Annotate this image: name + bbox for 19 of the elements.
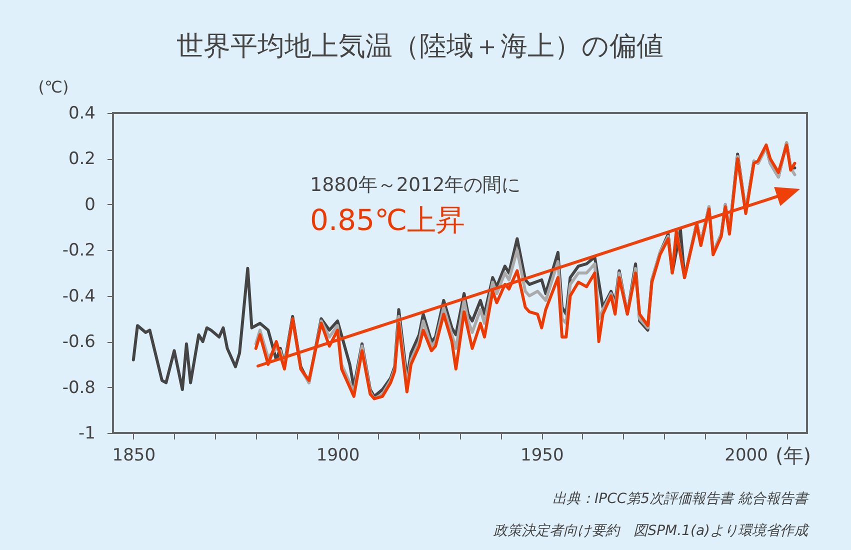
- x-axis-title: (年): [776, 444, 812, 468]
- y-axis-title: (℃): [38, 78, 69, 96]
- y-tick-label: -0.4: [62, 286, 96, 306]
- x-tick-label: 1900: [316, 446, 360, 466]
- annotation: 0.85℃上昇: [310, 203, 466, 237]
- x-tick-label: 1950: [520, 446, 564, 466]
- y-tick-label: 0: [84, 194, 96, 215]
- y-tick-label: -0.6: [62, 332, 96, 352]
- y-tick-label: -0.8: [62, 378, 96, 398]
- x-tick-label: 1850: [112, 446, 156, 466]
- annotation: 1880年～2012年の間に: [310, 174, 521, 196]
- y-tick-label: 0.2: [68, 149, 96, 170]
- chart-title: 世界平均地上気温（陸域＋海上）の偏値: [176, 31, 664, 62]
- y-tick-label: 0.4: [68, 104, 96, 124]
- y-tick-label: -0.2: [62, 240, 96, 261]
- x-tick-label: 2000: [724, 446, 768, 466]
- y-tick-label: -1: [78, 424, 96, 444]
- source-note: 出典：IPCC第5次評価報告書 統合報告書: [552, 491, 810, 507]
- text: 政策決定者向け要約 図SPM.1(a)より環境省作成: [494, 523, 810, 539]
